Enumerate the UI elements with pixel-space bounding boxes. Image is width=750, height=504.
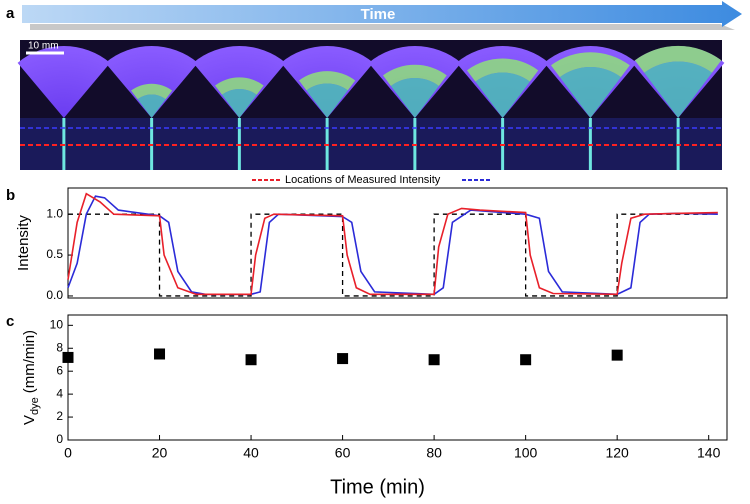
plot-frame <box>67 187 728 299</box>
fan <box>17 46 111 118</box>
dye-front <box>634 45 722 73</box>
y-tick-label: 0.5 <box>46 247 63 261</box>
arrow-label: Time <box>361 6 396 23</box>
line-series <box>67 195 718 296</box>
x-tick-label: 60 <box>335 445 351 461</box>
point <box>154 348 166 360</box>
x-tick-label: 0 <box>64 445 72 461</box>
y-axis-label-part: dye <box>29 397 41 415</box>
dye-front <box>299 71 356 91</box>
x-tick-label: 20 <box>152 445 168 461</box>
x-tick-label: 40 <box>243 445 259 461</box>
dye-front <box>215 77 264 95</box>
dye-fill <box>559 66 621 118</box>
point <box>245 354 257 366</box>
y-tick-label: 6 <box>56 363 63 377</box>
dye-front <box>550 52 630 78</box>
scale-bar-label: 10 mm <box>28 41 59 52</box>
dye-fill <box>137 94 166 118</box>
x-tick-label: 140 <box>697 445 721 461</box>
dye-fill <box>475 72 530 118</box>
dye-fill <box>222 89 257 118</box>
dye-front <box>131 83 173 100</box>
arrow-shadow <box>30 24 735 30</box>
y-tick-label: 10 <box>50 317 64 331</box>
panel-label: c <box>6 313 14 330</box>
point <box>428 354 440 366</box>
x-tick-label: 80 <box>426 445 442 461</box>
legend-text: Locations of Measured Intensity <box>285 174 441 186</box>
panel-label: a <box>6 5 15 22</box>
point <box>62 351 74 363</box>
y-tick-label: 2 <box>56 409 63 423</box>
x-tick-label: 120 <box>605 445 629 461</box>
point <box>520 354 532 366</box>
dye-fill <box>390 78 439 118</box>
dye-front <box>466 58 539 82</box>
x-tick-label: 100 <box>514 445 538 461</box>
y-tick-label: 4 <box>56 386 63 400</box>
fan <box>105 46 198 119</box>
y-tick-label: 0.0 <box>46 288 63 302</box>
x-axis-label: Time (min) <box>330 476 425 498</box>
line-series <box>67 192 718 296</box>
panel-label: b <box>6 187 15 204</box>
y-axis-label: Intensity <box>15 215 32 271</box>
dye-front <box>383 64 447 86</box>
plot-frame <box>67 314 728 441</box>
dye-fill <box>644 61 712 118</box>
point <box>611 349 623 361</box>
time-arrow <box>22 1 742 27</box>
y-axis-label-part: (mm/min) <box>21 330 38 393</box>
y-tick-label: 1.0 <box>46 206 63 220</box>
y-axis-label-part: V <box>21 415 38 425</box>
y-tick-label: 0 <box>56 432 63 446</box>
y-tick-label: 8 <box>56 340 63 354</box>
point <box>337 353 349 365</box>
y-axis-label: Vdye (mm/min) <box>21 330 41 425</box>
dye-fill <box>306 83 348 118</box>
